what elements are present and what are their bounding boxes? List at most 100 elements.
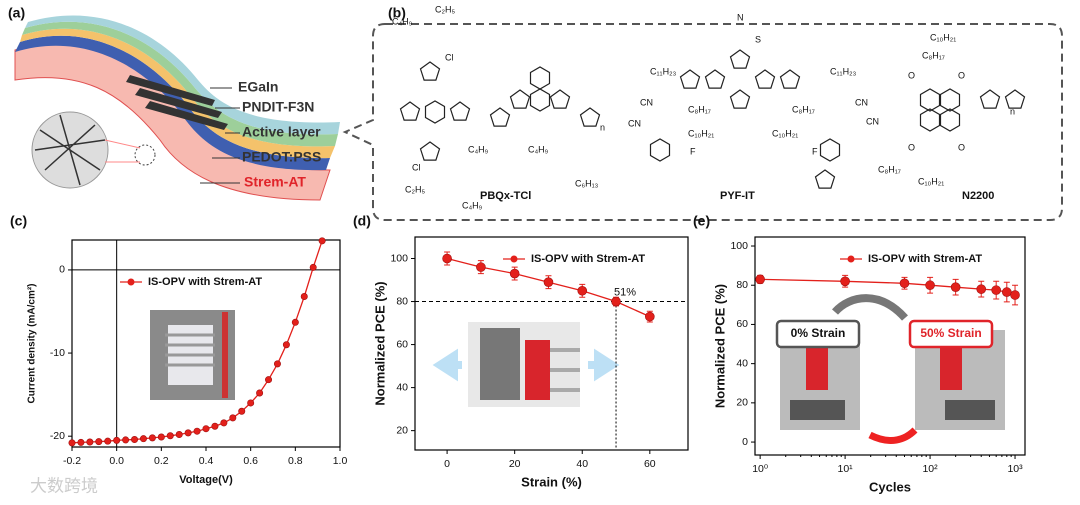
ring — [754, 69, 776, 89]
substituent: N — [737, 12, 744, 22]
inset-label-box — [908, 319, 994, 349]
data-point — [238, 407, 246, 415]
x-tick-label: -0.2 — [63, 455, 81, 467]
data-point — [193, 427, 201, 435]
x-axis-title: Voltage(V) — [179, 474, 233, 486]
legend-label: IS-OPV with Strem-AT — [531, 253, 645, 265]
photo-inset — [432, 322, 620, 407]
substituent: C₂H₅ — [405, 184, 425, 194]
data-point — [113, 436, 121, 444]
data-point — [247, 399, 255, 407]
layer-label: PNDIT-F3N — [242, 99, 314, 115]
y-tick-label: 40 — [736, 357, 748, 369]
ring — [424, 100, 446, 124]
panel-label: (b) — [388, 5, 406, 21]
ring — [419, 141, 441, 161]
ring — [649, 138, 671, 162]
data-point — [976, 284, 987, 294]
layer-label: Active layer — [242, 124, 321, 140]
ring — [529, 88, 551, 112]
ring — [919, 108, 941, 132]
ring — [529, 66, 551, 90]
ring — [1004, 89, 1026, 109]
ring — [779, 69, 801, 89]
substituent: C₁₁H₂₃ — [830, 66, 857, 76]
data-point — [543, 277, 554, 287]
data-point — [318, 237, 326, 245]
substituent: C₄H₉ — [392, 16, 413, 26]
x-axis-title: Cycles — [869, 479, 911, 494]
data-point — [122, 436, 130, 444]
y-axis-title: Current density (mA/cm²) — [27, 283, 38, 403]
axes-frame — [754, 236, 1026, 456]
data-point — [899, 278, 910, 289]
substituent: C₄H₉ — [468, 144, 489, 154]
data-point — [291, 318, 299, 326]
substituent: O — [958, 142, 965, 152]
substituent: CN — [628, 118, 641, 128]
inset-label: 0% Strain — [791, 326, 846, 340]
substituent: F — [812, 146, 818, 156]
molecule-structures — [399, 49, 1026, 189]
data-point — [265, 376, 273, 384]
substituent: C₁₀H₂₁ — [688, 128, 714, 138]
data-point — [840, 276, 850, 287]
ring — [399, 101, 421, 121]
photo-inset — [780, 294, 1005, 444]
annotation: 51% — [614, 286, 636, 298]
watermark: 大数跨境 — [30, 476, 98, 495]
y-tick-label: 60 — [736, 318, 748, 330]
photo-inset — [150, 310, 235, 400]
legend-marker — [510, 255, 518, 263]
data-point — [645, 311, 655, 322]
y-tick-label: 20 — [396, 424, 408, 436]
molecule-name: PBQx-TCl — [480, 190, 531, 202]
ring — [919, 88, 941, 112]
x-tick-label: 10² — [922, 463, 938, 475]
y-tick-label: 80 — [736, 279, 748, 291]
y-tick-label: 100 — [390, 252, 408, 264]
data-point — [166, 432, 174, 440]
substituent: n — [600, 122, 605, 132]
substituent: O — [908, 142, 915, 152]
ring — [729, 89, 751, 109]
panel-label: (d) — [353, 213, 371, 229]
data-point — [139, 435, 147, 443]
panel-label: (c) — [10, 213, 27, 229]
data-point — [476, 262, 486, 272]
substituent: C₁₀H₂₁ — [918, 176, 944, 186]
data-point — [68, 439, 76, 447]
y-tick-label: 80 — [396, 295, 408, 307]
substituent: C₂H₅ — [435, 4, 455, 14]
molecule-name: PYF-IT — [720, 190, 755, 202]
data-point — [229, 414, 237, 422]
data-point — [991, 285, 1001, 295]
legend-label: IS-OPV with Strem-AT — [148, 276, 262, 288]
legend-marker — [127, 278, 135, 286]
ring — [579, 107, 601, 127]
layer-label: PEDOT:PSS — [242, 149, 321, 165]
x-tick-label: 0.6 — [243, 455, 258, 467]
substituent: CN — [640, 97, 653, 107]
data-point — [309, 263, 317, 271]
data-point — [184, 429, 192, 437]
x-tick-label: 10³ — [1007, 463, 1023, 475]
legend-label: IS-OPV with Strem-AT — [868, 253, 982, 265]
substituent: CN — [866, 116, 879, 126]
x-tick-label: 0 — [444, 458, 450, 470]
x-tick-label: 10¹ — [838, 463, 854, 475]
data-point — [282, 341, 290, 349]
axes-frame — [414, 236, 689, 451]
data-point — [1002, 287, 1012, 297]
data-point — [611, 296, 621, 307]
data-point — [104, 437, 112, 445]
y-axis-title: Normalized PCE (%) — [712, 284, 727, 408]
data-point — [1010, 290, 1020, 300]
data-point — [950, 282, 961, 292]
data-point — [509, 268, 520, 279]
ring — [704, 69, 726, 89]
ring — [489, 107, 511, 127]
ring — [679, 69, 701, 89]
ring — [819, 138, 841, 162]
substituent: F — [690, 146, 696, 156]
